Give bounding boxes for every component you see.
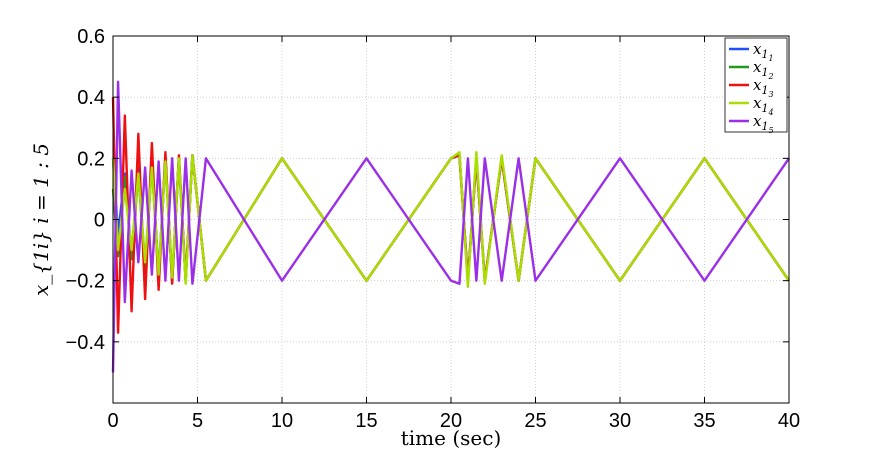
series-line-4 [111, 151, 790, 288]
legend-entry-5: x15 [753, 112, 774, 135]
grid [112, 35, 790, 403]
y-axis-label-text: x_{1i} i = 1 : 5 [29, 143, 53, 296]
legend-entry-3: x13 [753, 76, 774, 99]
x-tick-label: 0 [107, 410, 118, 432]
x-tick-label: 5 [192, 410, 203, 432]
y-axis-label: x_{1i} i = 1 : 5 [29, 143, 53, 296]
y-tick-label: 0.4 [77, 87, 105, 109]
y-tick-label: −0.2 [66, 271, 105, 293]
x-tick-label: 35 [693, 410, 715, 432]
y-tick-label: 0 [94, 210, 105, 232]
legend-entry-4: x14 [753, 94, 774, 117]
x-tick-label: 20 [440, 410, 462, 432]
series-line-5 [111, 80, 790, 373]
legend-entry-1: x11 [753, 40, 774, 63]
y-tick-label: 0.2 [77, 148, 105, 170]
series-lines [111, 80, 790, 373]
x-tick-label: 25 [524, 410, 546, 432]
x-tick-label: 10 [271, 410, 293, 432]
y-tick-label: 0.6 [77, 26, 105, 48]
x-tick-label: 30 [609, 410, 631, 432]
x-tick-label: 40 [778, 410, 800, 432]
y-tick-label: −0.4 [66, 332, 105, 354]
x-tick-label: 15 [355, 410, 377, 432]
x-axis-label: time (sec) [401, 426, 502, 450]
legend-entry-2: x12 [753, 58, 774, 81]
axis-ticks: 0 5 10 15 20 25 30 35 40 0.6 0.4 0.2 0 −0.2 −0.4 [66, 26, 801, 432]
